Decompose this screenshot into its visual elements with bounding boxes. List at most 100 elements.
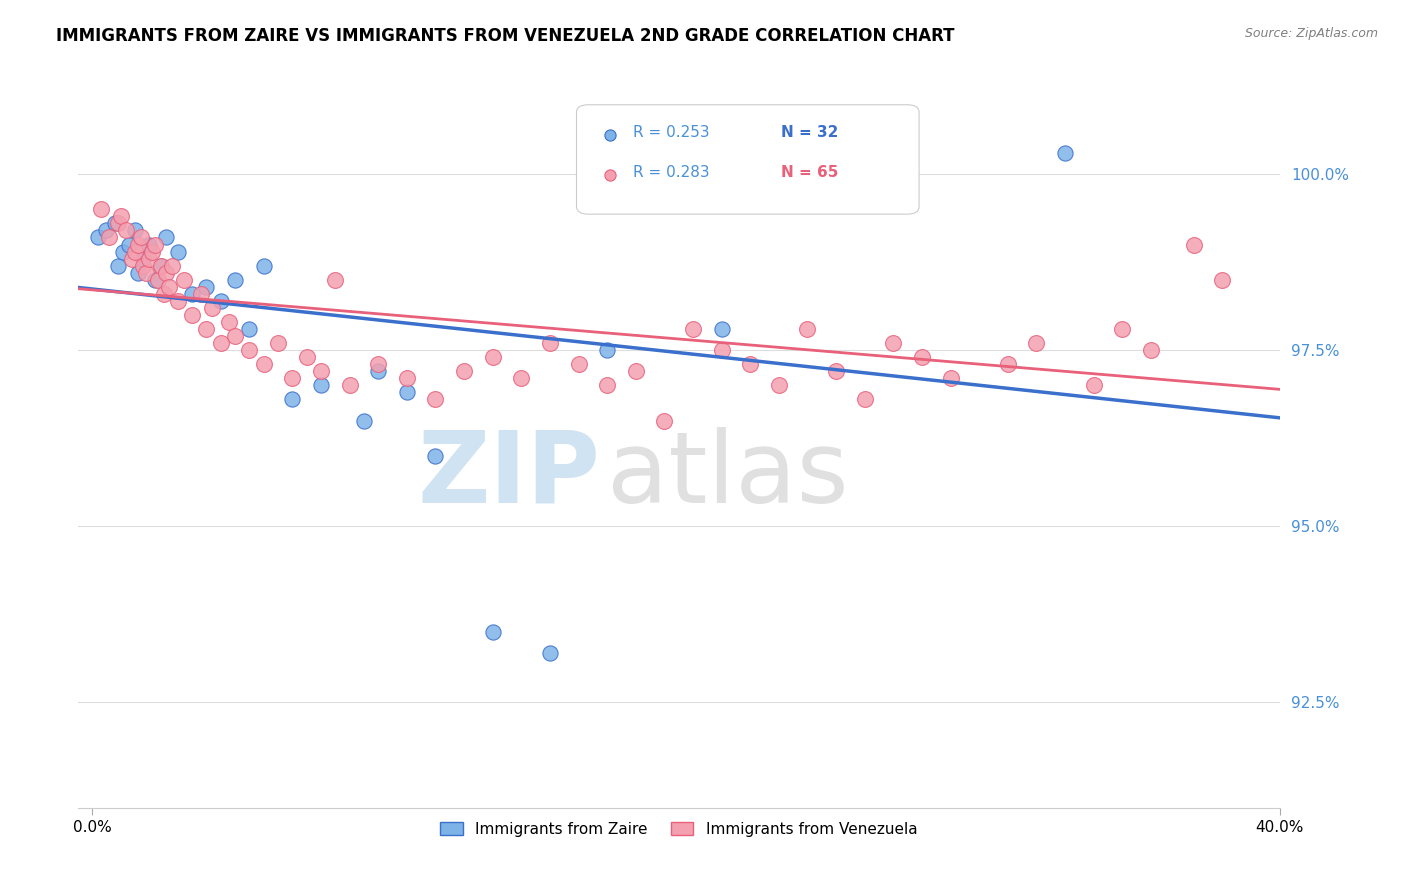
- Point: [882, 336, 904, 351]
- Point: [710, 343, 733, 358]
- Point: [107, 216, 129, 230]
- Point: [510, 371, 533, 385]
- Point: [939, 371, 962, 385]
- Point: [132, 259, 155, 273]
- Point: [152, 286, 174, 301]
- Point: [596, 378, 619, 392]
- Point: [146, 273, 169, 287]
- Point: [309, 378, 332, 392]
- Point: [1211, 273, 1233, 287]
- Point: [160, 259, 183, 273]
- Point: [224, 329, 246, 343]
- Point: [86, 230, 108, 244]
- Text: IMMIGRANTS FROM ZAIRE VS IMMIGRANTS FROM VENEZUELA 2ND GRADE CORRELATION CHART: IMMIGRANTS FROM ZAIRE VS IMMIGRANTS FROM…: [56, 27, 955, 45]
- Point: [395, 371, 418, 385]
- Text: R = 0.283: R = 0.283: [633, 165, 710, 180]
- Legend: Immigrants from Zaire, Immigrants from Venezuela: Immigrants from Zaire, Immigrants from V…: [433, 814, 925, 845]
- FancyBboxPatch shape: [576, 104, 920, 214]
- Point: [353, 413, 375, 427]
- Point: [166, 293, 188, 308]
- Point: [181, 308, 204, 322]
- Point: [141, 244, 163, 259]
- Point: [367, 364, 389, 378]
- Point: [90, 202, 112, 217]
- Point: [98, 230, 121, 244]
- Point: [309, 364, 332, 378]
- Point: [481, 350, 503, 364]
- Point: [596, 343, 619, 358]
- Point: [796, 322, 818, 336]
- Point: [1111, 322, 1133, 336]
- Point: [218, 315, 240, 329]
- Point: [853, 392, 876, 407]
- Point: [195, 322, 218, 336]
- Point: [195, 279, 218, 293]
- Point: [224, 273, 246, 287]
- Point: [209, 336, 232, 351]
- Point: [538, 646, 561, 660]
- Point: [115, 223, 138, 237]
- Point: [118, 237, 141, 252]
- Point: [155, 266, 177, 280]
- Text: ZIP: ZIP: [418, 426, 600, 524]
- Point: [654, 413, 676, 427]
- Point: [710, 322, 733, 336]
- Point: [997, 357, 1019, 371]
- Point: [127, 237, 149, 252]
- Point: [682, 322, 704, 336]
- Text: N = 65: N = 65: [780, 165, 838, 180]
- Point: [138, 237, 160, 252]
- Point: [138, 252, 160, 266]
- Point: [253, 259, 276, 273]
- Point: [143, 237, 166, 252]
- Point: [253, 357, 276, 371]
- Point: [135, 266, 157, 280]
- Point: [127, 266, 149, 280]
- Point: [768, 378, 790, 392]
- Point: [1054, 146, 1077, 161]
- Point: [567, 357, 589, 371]
- Point: [1025, 336, 1047, 351]
- Point: [538, 336, 561, 351]
- Point: [740, 357, 762, 371]
- Point: [238, 343, 260, 358]
- Point: [173, 273, 195, 287]
- Point: [425, 392, 447, 407]
- Point: [323, 273, 346, 287]
- Point: [825, 364, 848, 378]
- Text: atlas: atlas: [606, 426, 848, 524]
- Point: [155, 230, 177, 244]
- Point: [149, 259, 172, 273]
- Point: [96, 223, 118, 237]
- Point: [157, 279, 180, 293]
- Point: [190, 286, 212, 301]
- Point: [1182, 237, 1205, 252]
- Point: [143, 273, 166, 287]
- Point: [911, 350, 934, 364]
- Point: [481, 624, 503, 639]
- Point: [112, 244, 135, 259]
- Text: N = 32: N = 32: [780, 126, 838, 140]
- Point: [149, 259, 172, 273]
- Point: [201, 301, 224, 315]
- Point: [132, 252, 155, 266]
- Point: [624, 364, 647, 378]
- Point: [339, 378, 361, 392]
- Point: [453, 364, 475, 378]
- Point: [121, 252, 143, 266]
- Point: [768, 181, 790, 195]
- Point: [425, 449, 447, 463]
- Point: [124, 244, 146, 259]
- Point: [267, 336, 290, 351]
- Point: [295, 350, 318, 364]
- Point: [166, 244, 188, 259]
- Point: [104, 216, 127, 230]
- Point: [281, 392, 304, 407]
- Point: [124, 223, 146, 237]
- Point: [238, 322, 260, 336]
- Point: [209, 293, 232, 308]
- Point: [107, 259, 129, 273]
- Text: R = 0.253: R = 0.253: [633, 126, 710, 140]
- Point: [395, 385, 418, 400]
- Point: [281, 371, 304, 385]
